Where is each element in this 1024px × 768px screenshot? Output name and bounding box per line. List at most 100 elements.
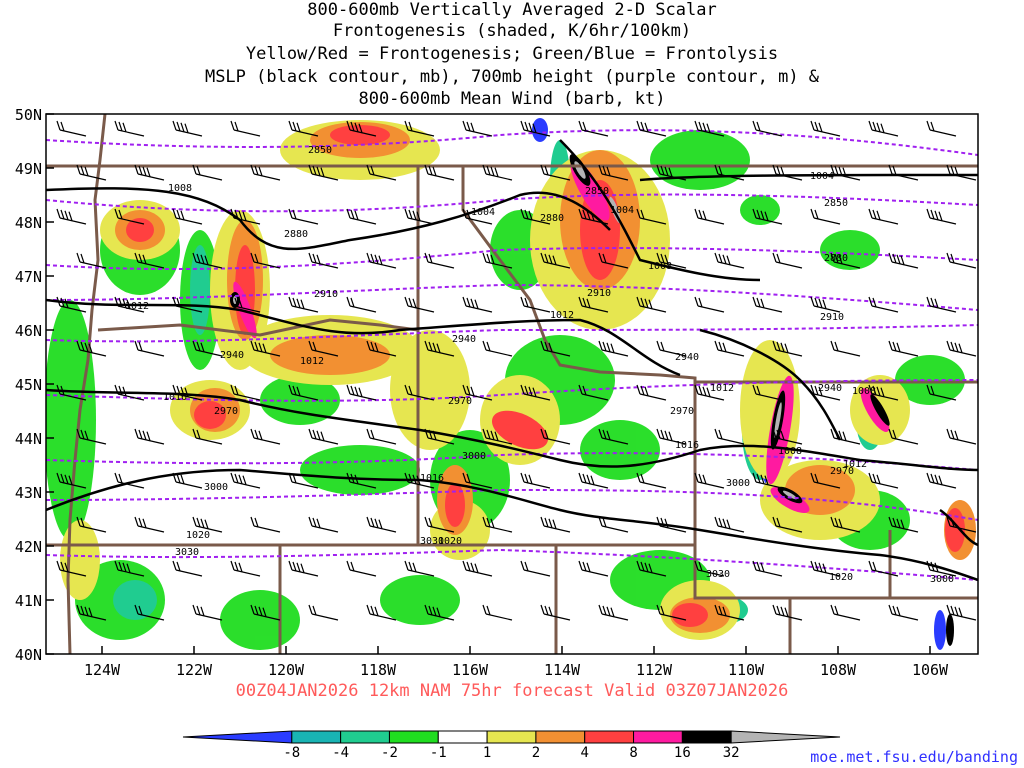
wind-barb bbox=[946, 164, 977, 181]
wind-barb bbox=[288, 560, 319, 577]
wind-barb bbox=[288, 296, 319, 313]
forecast-run-label: 00Z04JAN2026 12km NAM 75hr forecast Vali… bbox=[235, 681, 789, 701]
wind-barb bbox=[76, 604, 107, 621]
coastline bbox=[66, 114, 107, 654]
height-label: 3000 bbox=[930, 574, 954, 585]
wind-barb bbox=[56, 120, 87, 137]
wind-barb bbox=[56, 296, 87, 313]
wind-barb bbox=[520, 296, 551, 313]
wind-barb bbox=[56, 384, 87, 401]
wind-barb bbox=[772, 428, 803, 445]
geography-lines bbox=[46, 114, 978, 654]
wind-barb bbox=[366, 604, 397, 621]
lon-label: 106W bbox=[912, 661, 949, 679]
wind-barb bbox=[134, 252, 165, 269]
height-label: 2940 bbox=[818, 383, 842, 394]
wind-barb bbox=[868, 472, 899, 489]
wind-barb bbox=[520, 472, 551, 489]
height-label: 3000 bbox=[204, 482, 228, 493]
wind-barb bbox=[230, 472, 261, 489]
wind-barb bbox=[346, 296, 377, 313]
wind-barb bbox=[888, 516, 919, 533]
wind-barb bbox=[192, 428, 223, 445]
wind-barb bbox=[656, 340, 687, 357]
credit-link[interactable]: moe.met.fsu.edu/banding bbox=[810, 748, 1018, 766]
height-label: 2880 bbox=[284, 229, 308, 240]
wind-barb bbox=[134, 164, 165, 181]
wind-barb bbox=[114, 120, 145, 137]
wind-barb bbox=[578, 560, 609, 577]
wind-barb bbox=[482, 428, 513, 445]
wind-barb bbox=[540, 340, 571, 357]
lon-label: 120W bbox=[268, 661, 305, 679]
title-line-5: 800-600mb Mean Wind (barb, kt) bbox=[358, 89, 666, 109]
wind-barb bbox=[424, 604, 455, 621]
wind-barb bbox=[926, 384, 957, 401]
wind-barb bbox=[694, 472, 725, 489]
wind-barb bbox=[172, 120, 203, 137]
colorbar-label: -1 bbox=[430, 745, 447, 761]
mslp-label: 1020 bbox=[438, 536, 462, 547]
wind-barb bbox=[404, 120, 435, 137]
colorbar-swatch bbox=[340, 730, 390, 744]
wind-barb bbox=[598, 252, 629, 269]
wind-barb bbox=[810, 384, 841, 401]
wind-barb bbox=[76, 516, 107, 533]
wind-barb bbox=[482, 164, 513, 181]
wind-barb bbox=[810, 208, 841, 225]
wind-barb bbox=[462, 296, 493, 313]
height-label: 3030 bbox=[175, 547, 199, 558]
wind-barb bbox=[346, 384, 377, 401]
colorbar-swatch bbox=[730, 730, 841, 744]
height-label: 2850 bbox=[824, 198, 848, 209]
wind-barb bbox=[772, 164, 803, 181]
wind-barb bbox=[462, 208, 493, 225]
wind-barb bbox=[772, 340, 803, 357]
colorbar-label: 16 bbox=[674, 745, 691, 761]
wind-barb bbox=[714, 428, 745, 445]
wind-barb bbox=[288, 208, 319, 225]
title-line-4: MSLP (black contour, mb), 700mb height (… bbox=[204, 67, 820, 87]
wind-barb bbox=[114, 208, 145, 225]
wind-barb bbox=[578, 384, 609, 401]
height-label: 3030 bbox=[420, 536, 444, 547]
wind-barb bbox=[694, 560, 725, 577]
wind-barb bbox=[540, 252, 571, 269]
wind-barb bbox=[424, 516, 455, 533]
wind-barb bbox=[250, 340, 281, 357]
wind-barb bbox=[482, 340, 513, 357]
wind-barb bbox=[346, 208, 377, 225]
wind-barb bbox=[926, 120, 957, 137]
wind-barb bbox=[656, 516, 687, 533]
wind-barb bbox=[192, 164, 223, 181]
wind-barb bbox=[830, 604, 861, 621]
wind-barb bbox=[366, 428, 397, 445]
colorbar-label: 4 bbox=[581, 745, 589, 761]
wind-barb bbox=[656, 252, 687, 269]
wind-barb bbox=[520, 120, 551, 137]
longitude-axis: 124W 122W 120W 118W 116W 114W 112W 110W 108W 106W bbox=[84, 646, 949, 679]
wind-barb bbox=[424, 428, 455, 445]
colorbar-swatch bbox=[388, 730, 439, 744]
wind-barb bbox=[830, 164, 861, 181]
height-label: 2910 bbox=[587, 288, 611, 299]
wind-barb bbox=[868, 560, 899, 577]
wind-barb bbox=[926, 560, 957, 577]
colorbar-label: 2 bbox=[532, 745, 540, 761]
wind-barb bbox=[308, 516, 339, 533]
wind-barb bbox=[462, 120, 493, 137]
height-label: 2910 bbox=[820, 312, 844, 323]
wind-barb bbox=[482, 252, 513, 269]
wind-barb bbox=[520, 384, 551, 401]
colorbar-label: 1 bbox=[483, 745, 491, 761]
wind-barb bbox=[888, 428, 919, 445]
lat-label: 41N bbox=[15, 592, 42, 610]
wind-barb bbox=[636, 120, 667, 137]
lat-label: 50N bbox=[15, 106, 42, 124]
wind-barb bbox=[926, 208, 957, 225]
wind-barb bbox=[578, 120, 609, 137]
mslp-label: 1012 bbox=[710, 383, 734, 394]
wind-barb bbox=[520, 560, 551, 577]
mslp-label: 1004 bbox=[610, 205, 634, 216]
mslp-label: 1016 bbox=[675, 440, 699, 451]
